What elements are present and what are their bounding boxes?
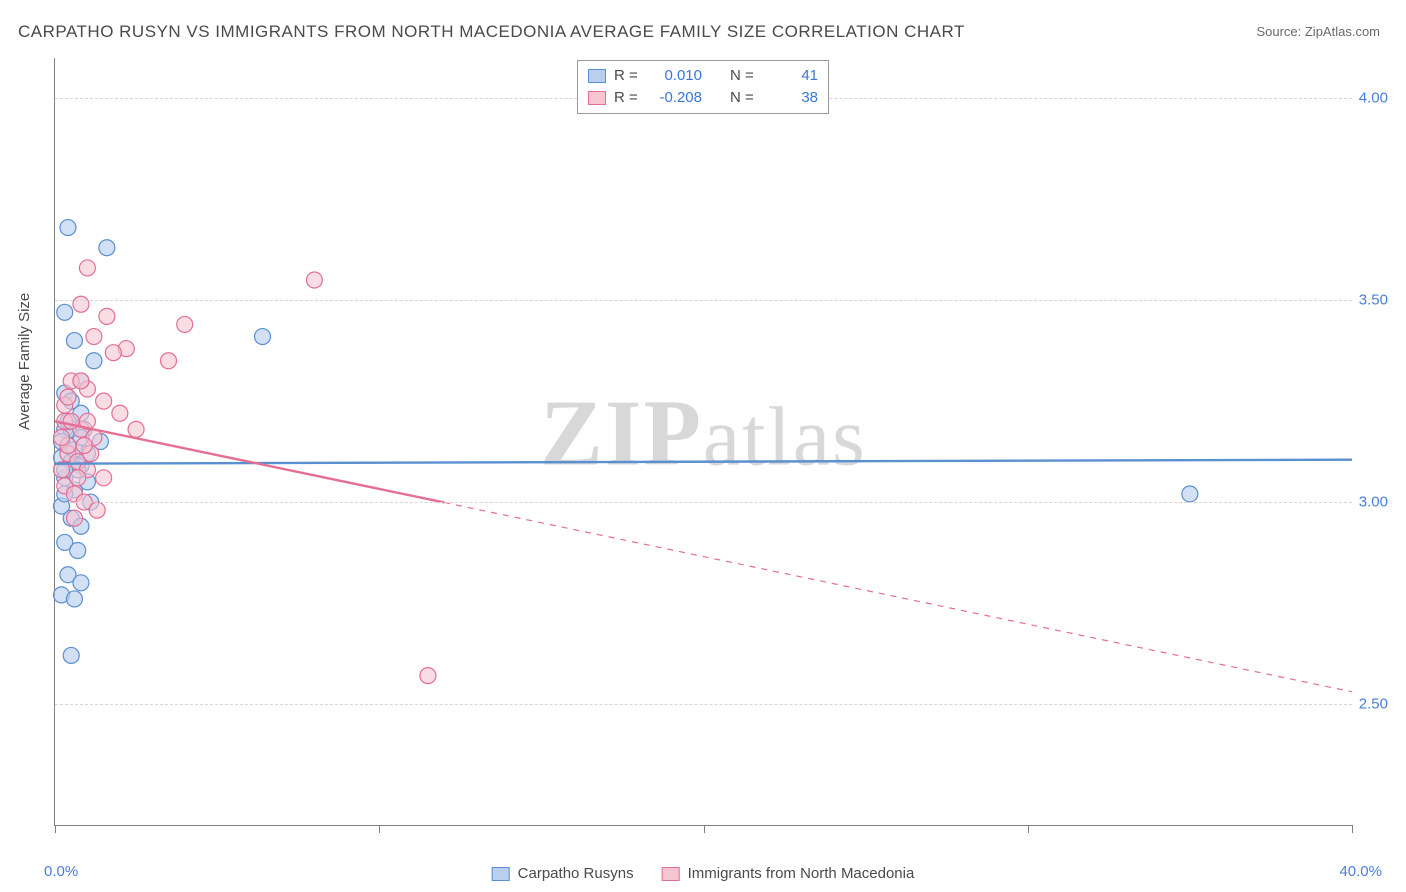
data-point [70,542,86,558]
y-axis-label: Average Family Size [16,293,33,430]
y-tick-label: 2.50 [1359,695,1388,712]
legend-swatch-1 [588,91,606,105]
gridline [55,502,1352,503]
x-tick [55,825,56,833]
data-point [60,220,76,236]
x-min-label: 0.0% [44,863,78,880]
data-point [57,304,73,320]
r-value-0: 0.010 [650,65,702,87]
data-point [1182,486,1198,502]
data-point [89,502,105,518]
chart-title: CARPATHO RUSYN VS IMMIGRANTS FROM NORTH … [18,22,965,42]
legend-correlation: R = 0.010 N = 41 R = -0.208 N = 38 [577,60,829,114]
legend-row-0: R = 0.010 N = 41 [588,65,818,87]
r-label: R = [614,87,642,109]
x-tick [379,825,380,833]
data-point [99,240,115,256]
data-point [73,373,89,389]
legend-series: Carpatho Rusyns Immigrants from North Ma… [492,865,915,882]
data-point [177,316,193,332]
r-label: R = [614,65,642,87]
data-point [76,438,92,454]
data-point [73,296,89,312]
data-point [66,591,82,607]
series-name-0: Carpatho Rusyns [518,865,634,882]
n-label: N = [730,65,758,87]
data-point [105,345,121,361]
data-point [70,470,86,486]
plot-area: ZIPatlas [54,58,1352,826]
data-point [60,389,76,405]
data-point [96,393,112,409]
x-tick [1352,825,1353,833]
y-tick-label: 4.00 [1359,90,1388,107]
data-point [79,260,95,276]
legend-row-1: R = -0.208 N = 38 [588,87,818,109]
legend-item-0: Carpatho Rusyns [492,865,634,882]
n-value-0: 41 [766,65,818,87]
n-label: N = [730,87,758,109]
data-point [53,429,69,445]
n-value-1: 38 [766,87,818,109]
data-point [128,421,144,437]
data-point [112,405,128,421]
x-tick [704,825,705,833]
legend-bottom-swatch-0 [492,867,510,881]
gridline [55,300,1352,301]
data-point [99,308,115,324]
data-point [96,470,112,486]
r-value-1: -0.208 [650,87,702,109]
x-max-label: 40.0% [1339,863,1382,880]
legend-swatch-0 [588,69,606,83]
data-point [86,329,102,345]
data-point [160,353,176,369]
legend-item-1: Immigrants from North Macedonia [662,865,915,882]
x-tick [1028,825,1029,833]
data-point [255,329,271,345]
y-tick-label: 3.50 [1359,292,1388,309]
data-point [73,575,89,591]
trend-line-extrapolated [444,502,1352,691]
data-point [86,353,102,369]
data-point [63,647,79,663]
gridline [55,704,1352,705]
data-point [420,668,436,684]
y-tick-label: 3.00 [1359,494,1388,511]
series-name-1: Immigrants from North Macedonia [688,865,915,882]
data-point [306,272,322,288]
chart-svg [55,58,1352,825]
legend-bottom-swatch-1 [662,867,680,881]
source-attribution: Source: ZipAtlas.com [1256,24,1380,39]
data-point [66,333,82,349]
data-point [66,510,82,526]
